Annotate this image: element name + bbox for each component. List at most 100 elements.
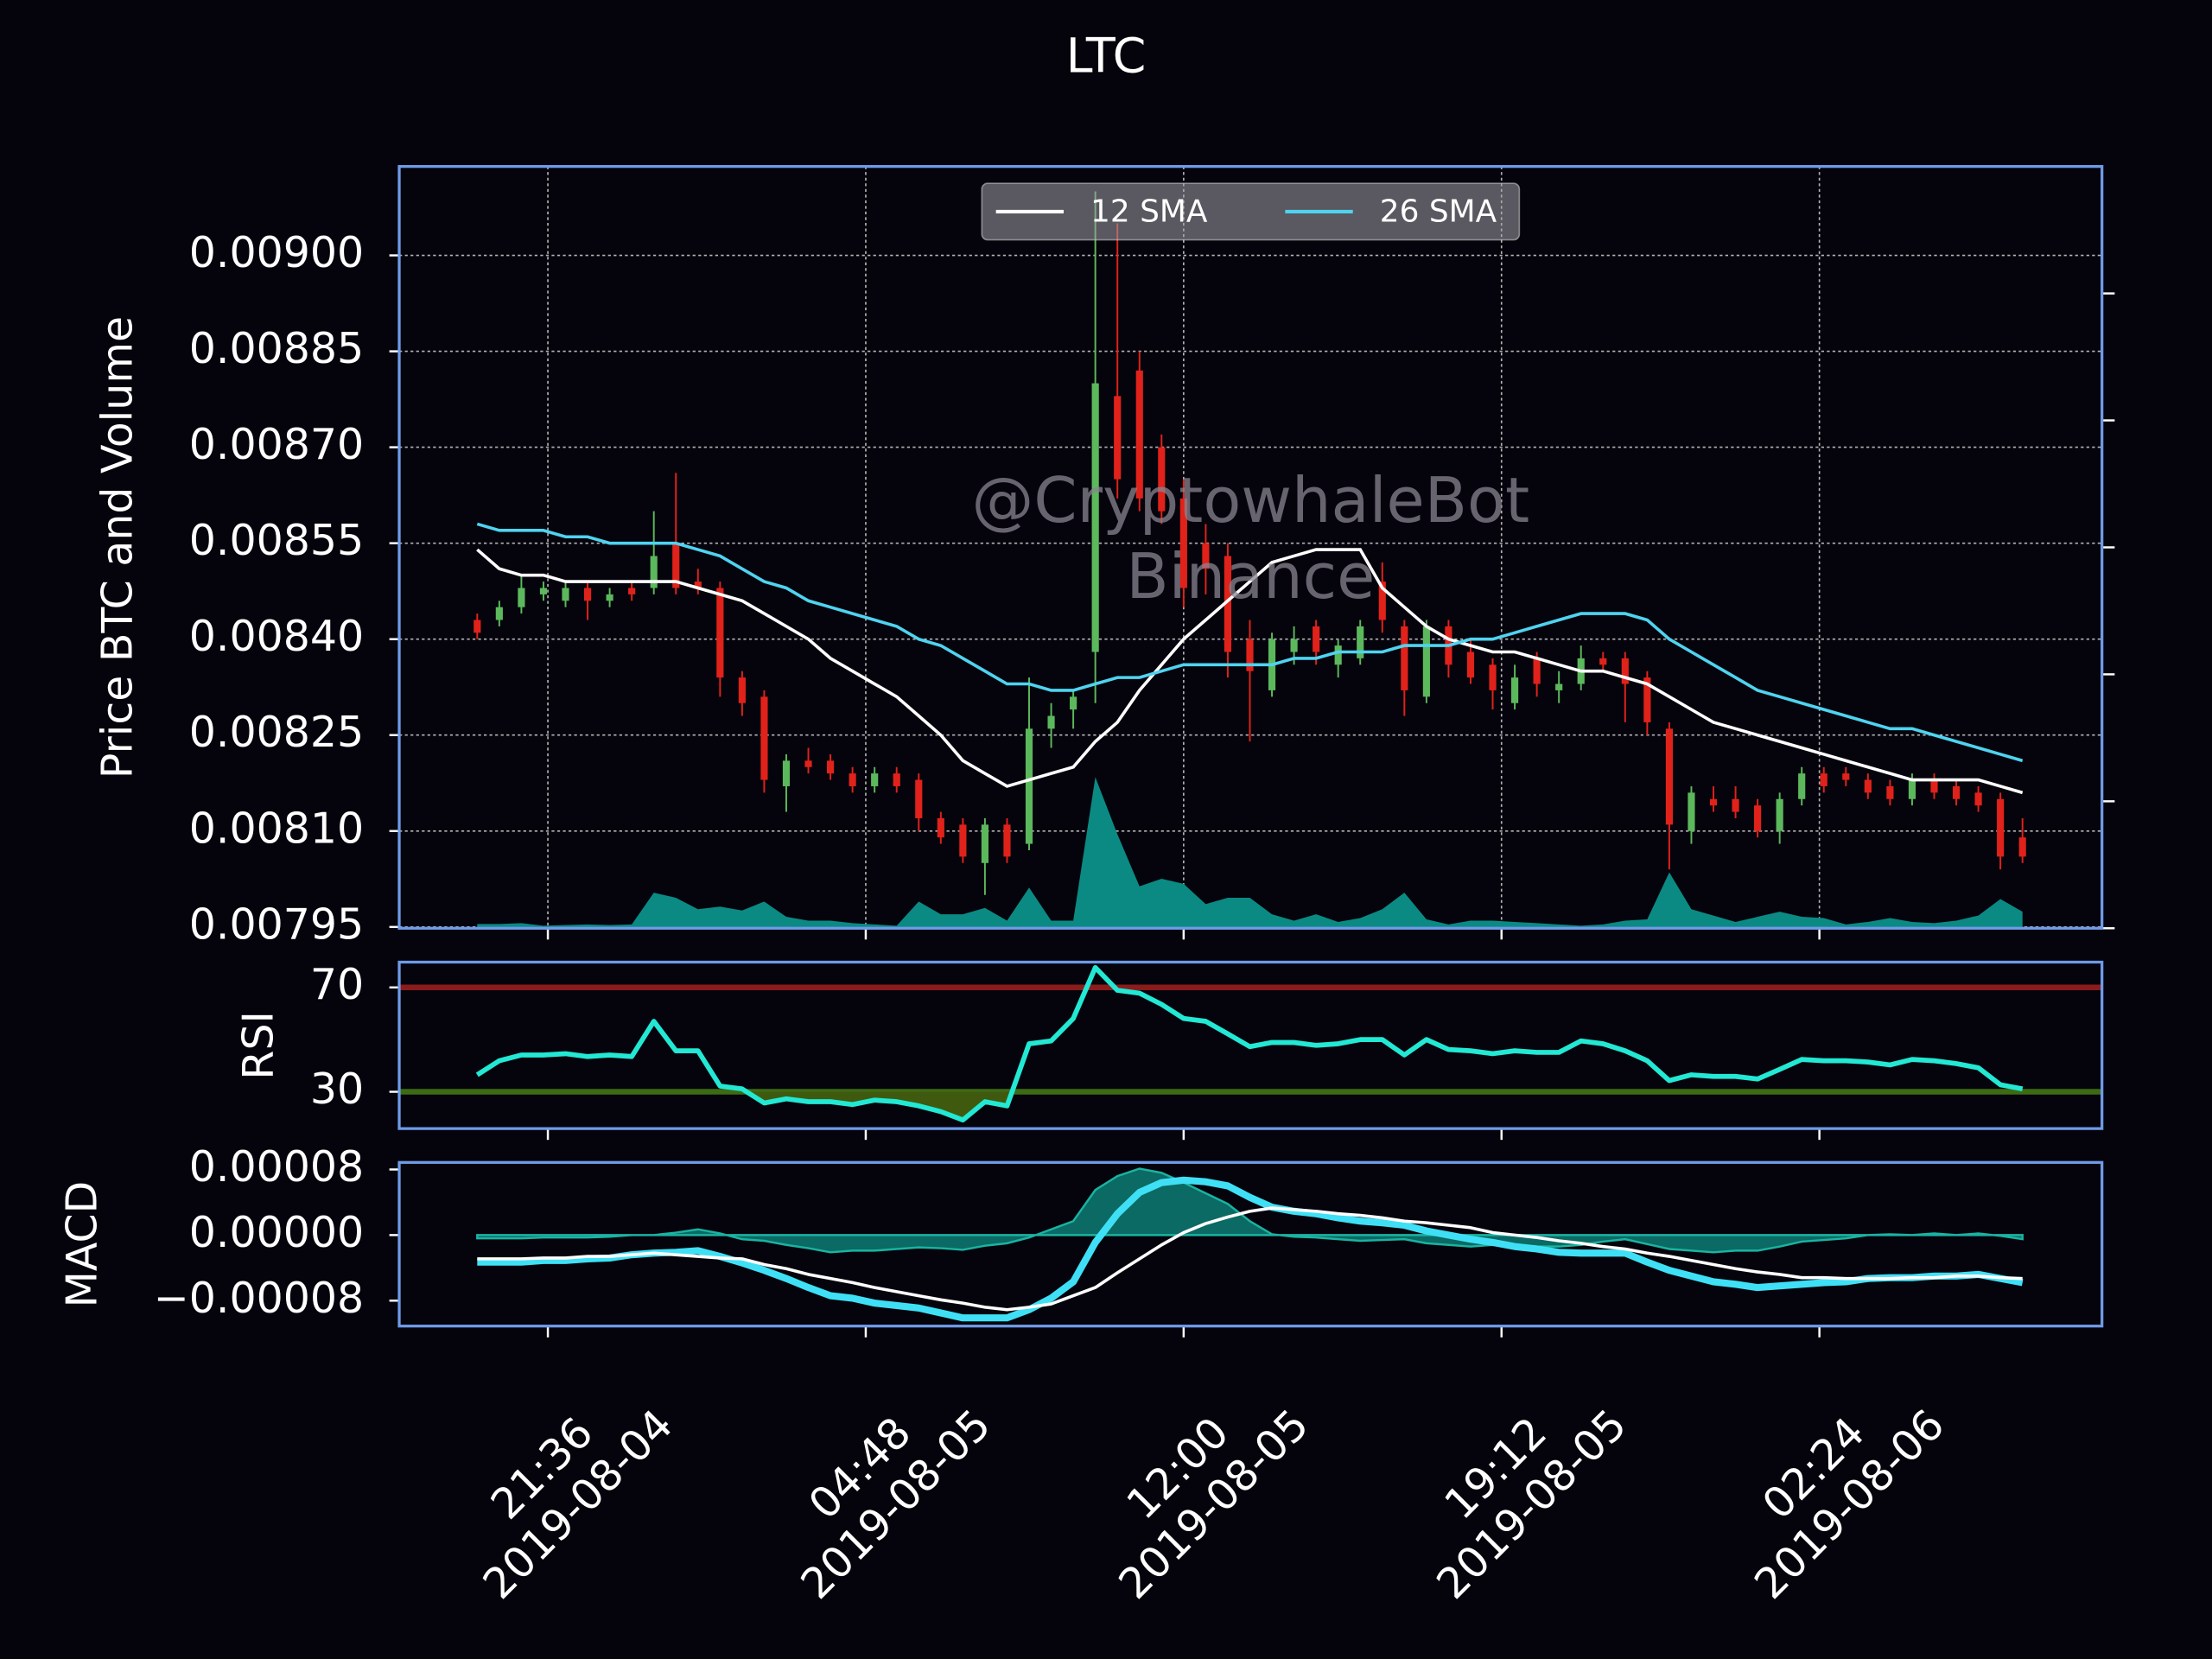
y-axis-label: Price BTC and Volume bbox=[92, 316, 142, 779]
sma-line bbox=[476, 522, 2024, 763]
candle-body bbox=[1798, 773, 1806, 799]
watermark: @CryptowhaleBot bbox=[972, 464, 1530, 537]
y-axis-label: RSI bbox=[234, 1011, 283, 1080]
candle-body bbox=[959, 824, 967, 857]
line bbox=[475, 964, 2024, 1123]
candle-body bbox=[1422, 626, 1430, 697]
candle-body bbox=[1378, 582, 1386, 620]
candle-body bbox=[650, 556, 658, 588]
candle-body bbox=[2018, 837, 2026, 857]
candle-body bbox=[1621, 658, 1629, 684]
candle-body bbox=[937, 817, 944, 838]
candle-body bbox=[981, 824, 988, 863]
oversold-fill bbox=[477, 1091, 2023, 1121]
y-tick-label: 70 bbox=[310, 960, 364, 1009]
candle-body bbox=[1179, 498, 1187, 588]
candle-body bbox=[1643, 677, 1651, 722]
candle-body bbox=[583, 588, 592, 601]
candle-body bbox=[1886, 785, 1894, 799]
candle-body bbox=[1246, 639, 1254, 671]
candle-body bbox=[1489, 664, 1497, 690]
candle-body bbox=[1357, 626, 1364, 658]
y-tick-label: 0.00900 bbox=[189, 228, 365, 277]
candle-body bbox=[1599, 658, 1607, 665]
candle-body bbox=[1510, 677, 1519, 703]
y-tick-label: 0.00810 bbox=[189, 804, 365, 853]
candle-body bbox=[804, 760, 812, 767]
candle-body bbox=[826, 760, 835, 774]
candle-body bbox=[694, 582, 702, 588]
legend-box bbox=[981, 182, 1521, 241]
y-tick-label: 0.00008 bbox=[189, 1142, 365, 1192]
candle-body bbox=[782, 760, 791, 786]
candle-body bbox=[1091, 383, 1099, 652]
candle-body bbox=[1776, 798, 1783, 831]
candle-body bbox=[1864, 779, 1872, 793]
candle-body bbox=[1003, 824, 1011, 857]
candle-body bbox=[1820, 773, 1827, 786]
y-tick-label: 0.00825 bbox=[189, 708, 365, 757]
candle-body bbox=[849, 773, 856, 786]
candle-body bbox=[1665, 728, 1673, 825]
candle-body bbox=[915, 779, 923, 818]
candle-body bbox=[1224, 556, 1232, 652]
candle-body bbox=[760, 696, 768, 780]
y-tick-label: 30 bbox=[310, 1065, 364, 1114]
panel-frame bbox=[397, 960, 2104, 1130]
candle-body bbox=[1533, 658, 1541, 684]
candle-body bbox=[1401, 626, 1408, 690]
panel-frame bbox=[397, 165, 2104, 930]
candle-body bbox=[1313, 626, 1320, 652]
candle-body bbox=[1997, 798, 2005, 857]
candle-body bbox=[1952, 785, 1961, 799]
y-tick-label: 0.00840 bbox=[189, 612, 365, 661]
candle-body bbox=[474, 620, 481, 633]
candle-body bbox=[1070, 696, 1077, 710]
candle-body bbox=[606, 594, 613, 601]
candle-body bbox=[1114, 396, 1122, 480]
candle-body bbox=[1930, 779, 1938, 793]
candle-body bbox=[1974, 792, 1982, 806]
candle-body bbox=[1754, 805, 1762, 831]
legend-label: 12 SMA bbox=[1090, 194, 1208, 230]
y-tick-label: 0.00855 bbox=[189, 516, 365, 565]
panel-frame bbox=[397, 1160, 2104, 1328]
candle-body bbox=[1732, 798, 1739, 812]
chart-title: LTC bbox=[1066, 29, 1147, 85]
legend-label: 26 SMA bbox=[1380, 194, 1497, 230]
y-tick-label: −0.00008 bbox=[154, 1274, 365, 1323]
candle-body bbox=[1158, 447, 1166, 512]
candle-body bbox=[1202, 543, 1210, 569]
candle-body bbox=[1135, 370, 1143, 499]
candle-body bbox=[1290, 639, 1298, 652]
candle-body bbox=[1466, 652, 1475, 678]
y-tick-label: 0.00795 bbox=[189, 899, 365, 949]
candle-body bbox=[539, 588, 548, 594]
candle-body bbox=[1334, 645, 1342, 665]
candle-body bbox=[1842, 773, 1850, 780]
candle-body bbox=[716, 588, 724, 678]
candle-body bbox=[672, 543, 680, 588]
y-tick-label: 0.00870 bbox=[189, 420, 365, 469]
candle-body bbox=[1688, 792, 1695, 831]
line bbox=[477, 1206, 2023, 1312]
candle-body bbox=[1025, 728, 1033, 844]
volume-area bbox=[477, 777, 2023, 929]
candle-body bbox=[495, 607, 503, 620]
candle-body bbox=[871, 773, 879, 786]
line bbox=[477, 1176, 2024, 1322]
candle-body bbox=[1047, 715, 1055, 729]
candle-body bbox=[628, 588, 636, 594]
candle-body bbox=[893, 773, 900, 786]
y-tick-label: 0.00885 bbox=[189, 324, 365, 373]
y-axis-label: MACD bbox=[57, 1181, 106, 1308]
candle-body bbox=[518, 588, 525, 607]
y-tick-label: 0.00000 bbox=[189, 1208, 365, 1257]
sma-line bbox=[476, 548, 2024, 795]
candle-body bbox=[1555, 683, 1563, 690]
candle-body bbox=[1908, 779, 1916, 799]
candle-body bbox=[738, 677, 746, 703]
watermark: Binance bbox=[1126, 540, 1375, 613]
